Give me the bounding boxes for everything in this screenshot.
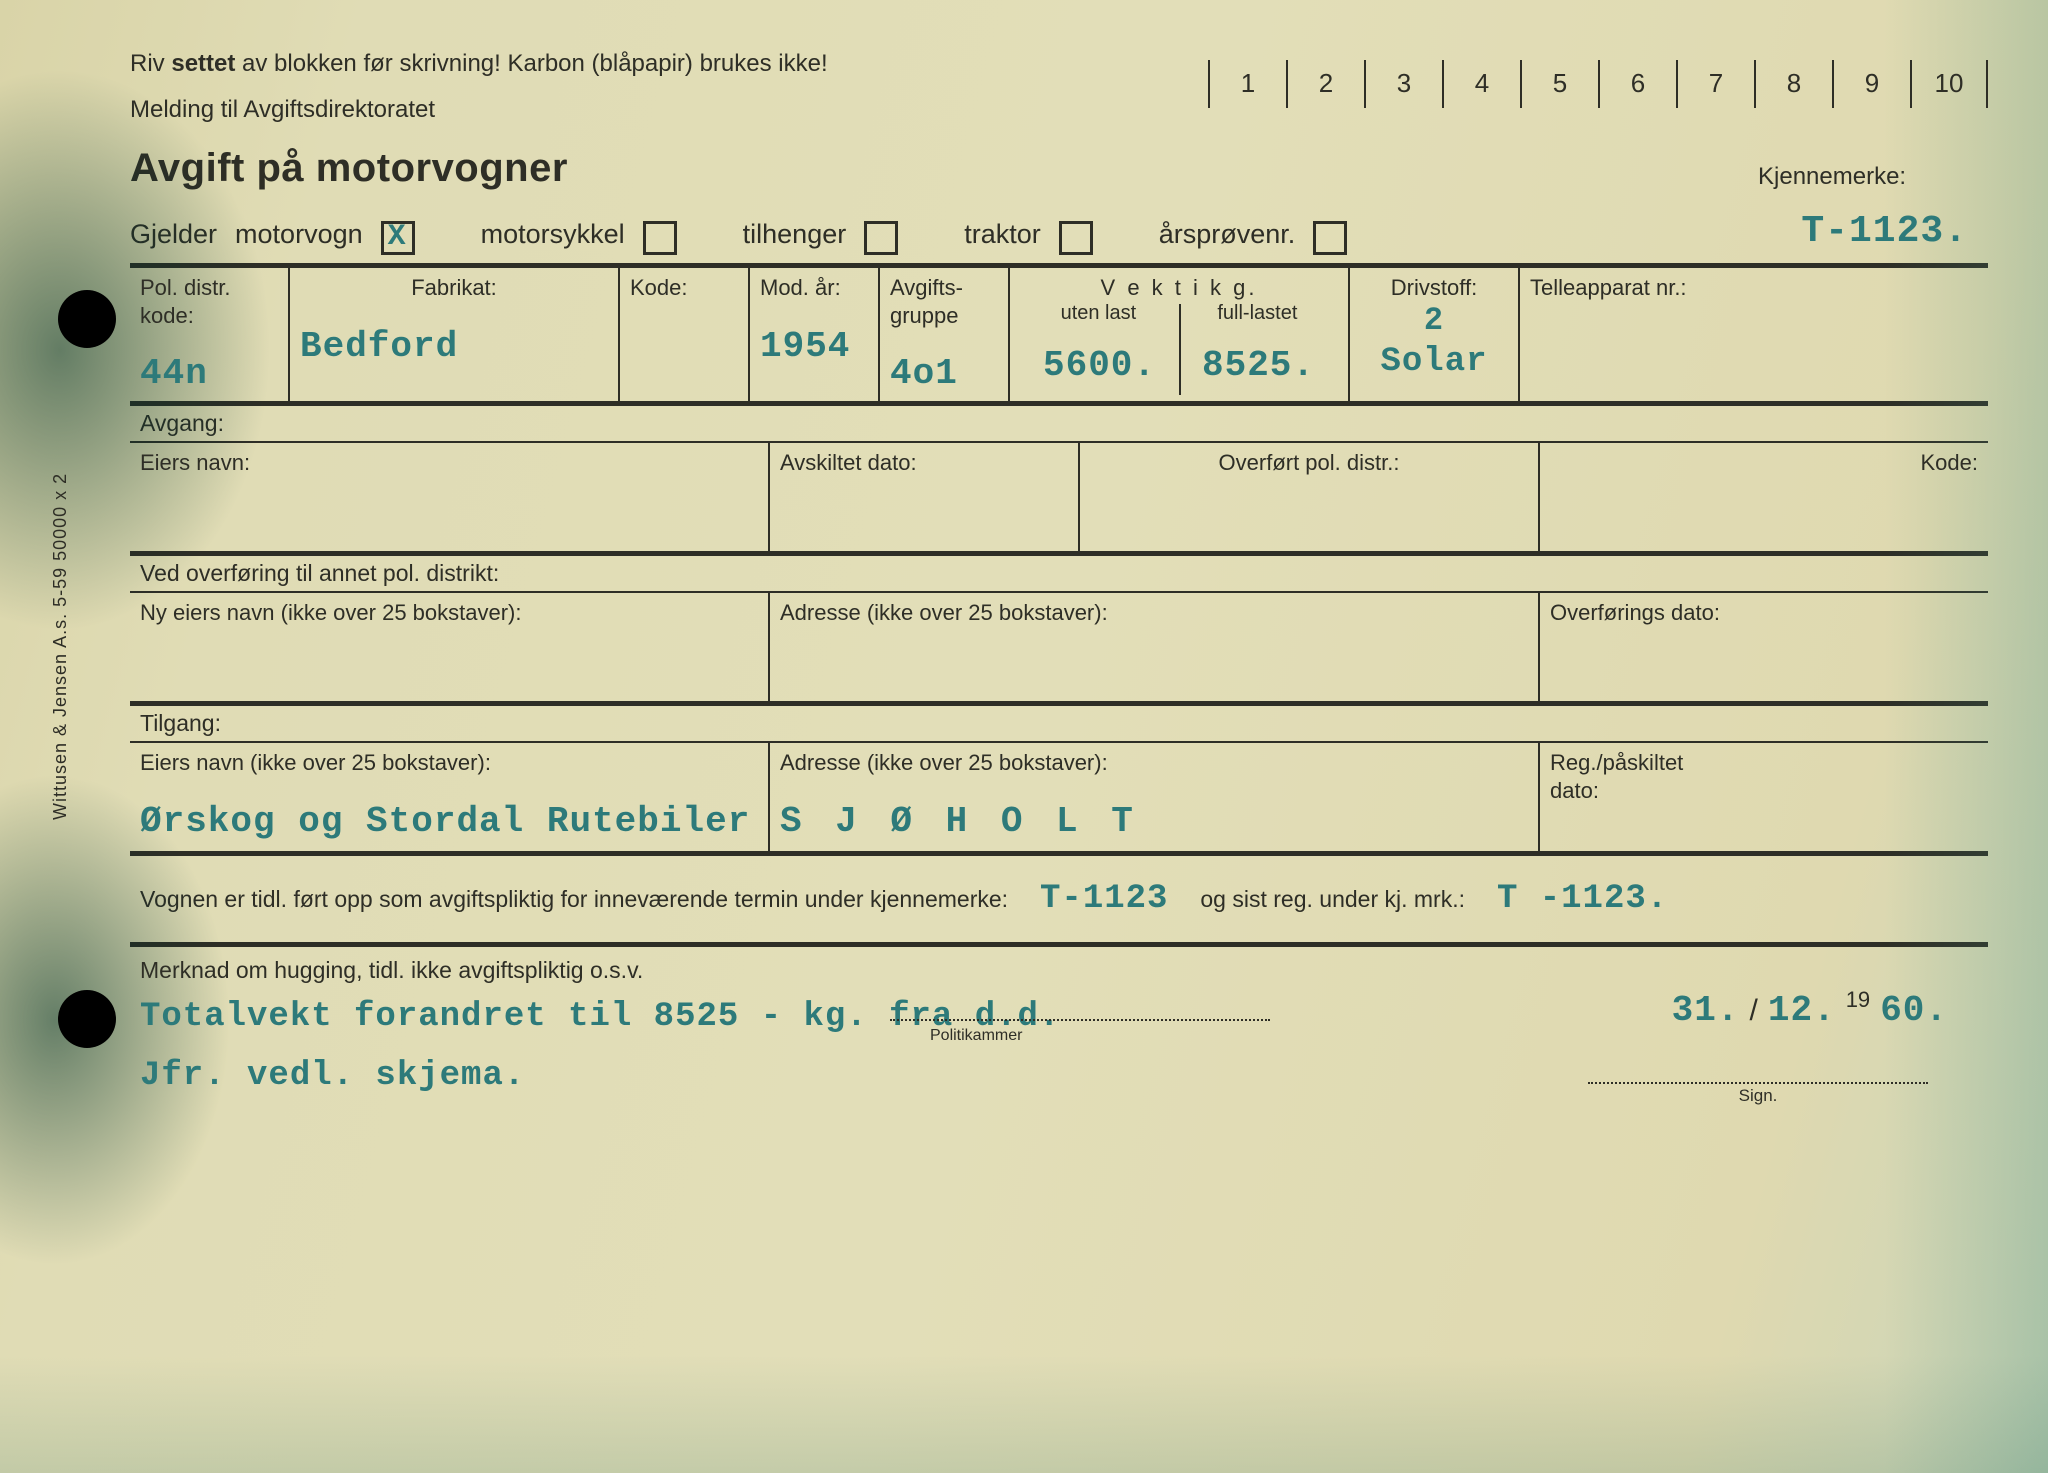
form-page: Wittusen & Jensen A.s. 5-59 50000 x 2 Ri… xyxy=(0,0,2048,1473)
field-label: Overført pol. distr.: xyxy=(1090,449,1528,477)
date-month: 12. xyxy=(1768,990,1836,1031)
date-year: 60. xyxy=(1880,990,1948,1031)
copy-number: 8 xyxy=(1754,60,1832,108)
gjelder-label: Gjelder xyxy=(130,219,217,250)
printer-mark: Wittusen & Jensen A.s. 5-59 50000 x 2 xyxy=(50,473,71,820)
date-day: 31. xyxy=(1672,990,1740,1031)
mod-aar-value: 1954 xyxy=(760,326,868,370)
copy-number: 5 xyxy=(1520,60,1598,108)
vogn-line: Vognen er tidl. ført opp som avgiftsplik… xyxy=(130,856,1988,942)
avgang-label: Avgang: xyxy=(130,406,1988,441)
checkbox-traktor xyxy=(1059,221,1093,255)
tilgang-label: Tilgang: xyxy=(130,706,1988,741)
copy-number: 10 xyxy=(1910,60,1988,108)
field-label: Overførings dato: xyxy=(1550,599,1978,627)
checkbox-aarsprove xyxy=(1313,221,1347,255)
drivstoff-value-top: 2 xyxy=(1424,302,1444,339)
type-label: tilhenger xyxy=(743,219,847,250)
avgiftsgruppe-value: 4o1 xyxy=(890,353,998,397)
type-label: motorvogn xyxy=(235,219,363,250)
copy-number: 6 xyxy=(1598,60,1676,108)
field-label: Avskiltet dato: xyxy=(780,449,1068,477)
main-data-row: Pol. distr. kode: 44n Fabrikat: Bedford … xyxy=(130,268,1988,401)
drivstoff-value-bottom: Solar xyxy=(1380,343,1487,381)
copy-numbers: 1 2 3 4 5 6 7 8 9 10 xyxy=(1208,60,1988,108)
copy-number: 9 xyxy=(1832,60,1910,108)
checkbox-motorvogn xyxy=(381,221,415,255)
vogn-val1: T-1123 xyxy=(1040,880,1168,918)
vogn-text2: og sist reg. under kj. mrk.: xyxy=(1200,886,1465,912)
copy-number: 7 xyxy=(1676,60,1754,108)
type-label: motorsykkel xyxy=(481,219,625,250)
field-label: Kode: xyxy=(630,274,738,302)
field-label: Eiers navn (ikke over 25 bokstaver): xyxy=(140,749,758,777)
checkbox-tilhenger xyxy=(864,221,898,255)
field-label: Reg./påskiltet dato: xyxy=(1550,749,1978,804)
field-label: Pol. distr. kode: xyxy=(140,274,278,329)
avgang-row: Eiers navn: Avskiltet dato: Overført pol… xyxy=(130,443,1988,551)
vogn-val2: T -1123. xyxy=(1497,880,1668,918)
copy-number: 4 xyxy=(1442,60,1520,108)
sign-area: Sign. xyxy=(1588,1082,1928,1106)
tilgang-row: Eiers navn (ikke over 25 bokstaver): Ørs… xyxy=(130,743,1988,851)
politikammer-line xyxy=(890,1019,1270,1021)
checkbox-motorsykkel xyxy=(643,221,677,255)
type-label: årsprøvenr. xyxy=(1159,219,1296,250)
kode-value xyxy=(630,326,738,370)
field-label: Eiers navn: xyxy=(140,449,758,477)
eiers-navn-value xyxy=(140,501,758,545)
field-label: Mod. år: xyxy=(760,274,868,302)
date-area: 31. / 12. 19 60. xyxy=(1672,987,1948,1031)
vekt-full-value: 8525. xyxy=(1202,345,1315,386)
field-label: Avgifts- gruppe xyxy=(890,274,998,329)
copy-number: 1 xyxy=(1208,60,1286,108)
overfor-label: Ved overføring til annet pol. distrikt: xyxy=(130,556,1988,591)
type-label: traktor xyxy=(964,219,1041,250)
form-title: Avgift på motorvogner xyxy=(130,146,568,191)
pol-distr-kode-value: 44n xyxy=(140,353,278,397)
kjennemerke-label: Kjennemerke: xyxy=(1758,163,1988,191)
overfor-row: Ny eiers navn (ikke over 25 bokstaver): … xyxy=(130,593,1988,701)
telleapparat-value xyxy=(1530,326,1978,370)
vekt-full-label: full-lastet xyxy=(1217,302,1297,325)
field-label: V e k t i k g. xyxy=(1020,274,1338,302)
tilgang-adresse-value: S J Ø H O L T xyxy=(780,801,1528,845)
vekt-uten-value: 5600. xyxy=(1043,345,1156,386)
fabrikat-value: Bedford xyxy=(300,326,608,370)
sign-label: Sign. xyxy=(1588,1086,1928,1106)
field-label: Fabrikat: xyxy=(300,274,608,302)
field-label: Adresse (ikke over 25 bokstaver): xyxy=(780,749,1528,777)
vekt-uten-label: uten last xyxy=(1061,302,1137,325)
politikammer-label: Politikammer xyxy=(930,1027,1022,1045)
punch-hole xyxy=(58,290,116,348)
field-label: Drivstoff: xyxy=(1360,274,1508,302)
vehicle-type-row: Gjelder motorvogn motorsykkel tilhenger … xyxy=(130,217,1988,251)
field-label: Kode: xyxy=(1550,449,1978,477)
field-label: Ny eiers navn (ikke over 25 bokstaver): xyxy=(140,599,758,627)
punch-hole xyxy=(58,990,116,1048)
tilgang-eier-value: Ørskog og Stordal Rutebiler xyxy=(140,801,758,845)
field-label: Adresse (ikke over 25 bokstaver): xyxy=(780,599,1528,627)
copy-number: 3 xyxy=(1364,60,1442,108)
merknad-label: Merknad om hugging, tidl. ikke avgiftspl… xyxy=(140,957,1978,984)
field-label: Telleapparat nr.: xyxy=(1530,274,1978,302)
copy-number: 2 xyxy=(1286,60,1364,108)
date-century: 19 xyxy=(1846,987,1870,1012)
vogn-text1: Vognen er tidl. ført opp som avgiftsplik… xyxy=(140,886,1008,912)
footer-area: Merknad om hugging, tidl. ikke avgiftspl… xyxy=(130,947,1988,1112)
kjennemerke-value: T-1123. xyxy=(1801,210,1968,253)
